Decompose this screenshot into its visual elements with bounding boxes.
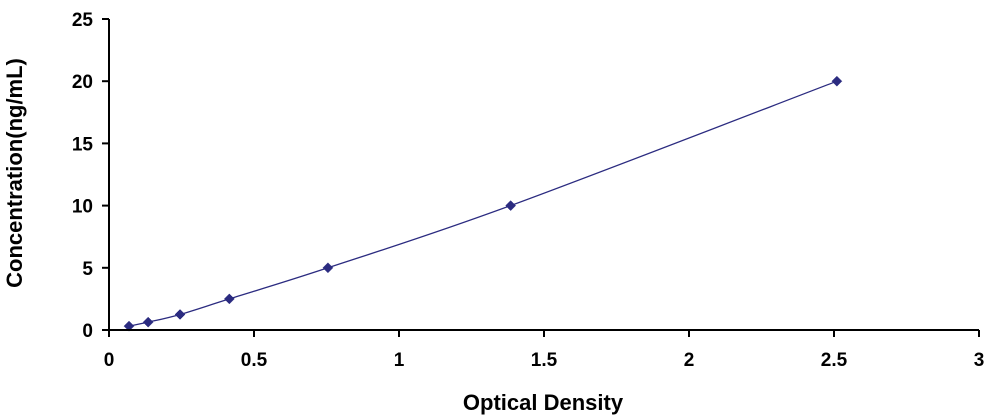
- data-point: [142, 316, 154, 328]
- y-tick-label: 25: [72, 10, 94, 31]
- x-tick-label: 0.5: [241, 350, 268, 371]
- data-point: [322, 262, 334, 274]
- data-point: [223, 293, 235, 305]
- y-tick-label: 0: [82, 321, 93, 342]
- x-tick-label: 3: [974, 350, 985, 371]
- x-axis-title: Optical Density: [463, 390, 624, 415]
- data-point: [831, 75, 843, 87]
- x-tick-label: 0: [104, 350, 115, 371]
- y-tick-label: 10: [72, 197, 93, 218]
- series-line: [128, 80, 838, 327]
- data-point: [123, 320, 135, 332]
- y-tick-label: 15: [72, 134, 94, 155]
- y-tick-label: 5: [82, 259, 93, 280]
- x-tick-label: 1.5: [531, 350, 558, 371]
- data-point: [505, 200, 517, 211]
- x-tick-label: 2: [684, 350, 695, 371]
- y-tick-label: 20: [72, 72, 93, 93]
- plot-area: [123, 75, 843, 332]
- axes: 0 5 10 15 20 25 0 0.5 1 1.5 2 2.5 3: [72, 10, 984, 371]
- x-tick-label: 1: [394, 350, 405, 371]
- data-point: [174, 309, 186, 320]
- x-tick-label: 2.5: [821, 350, 848, 371]
- y-axis-title: Concentration(ng/mL): [2, 58, 27, 288]
